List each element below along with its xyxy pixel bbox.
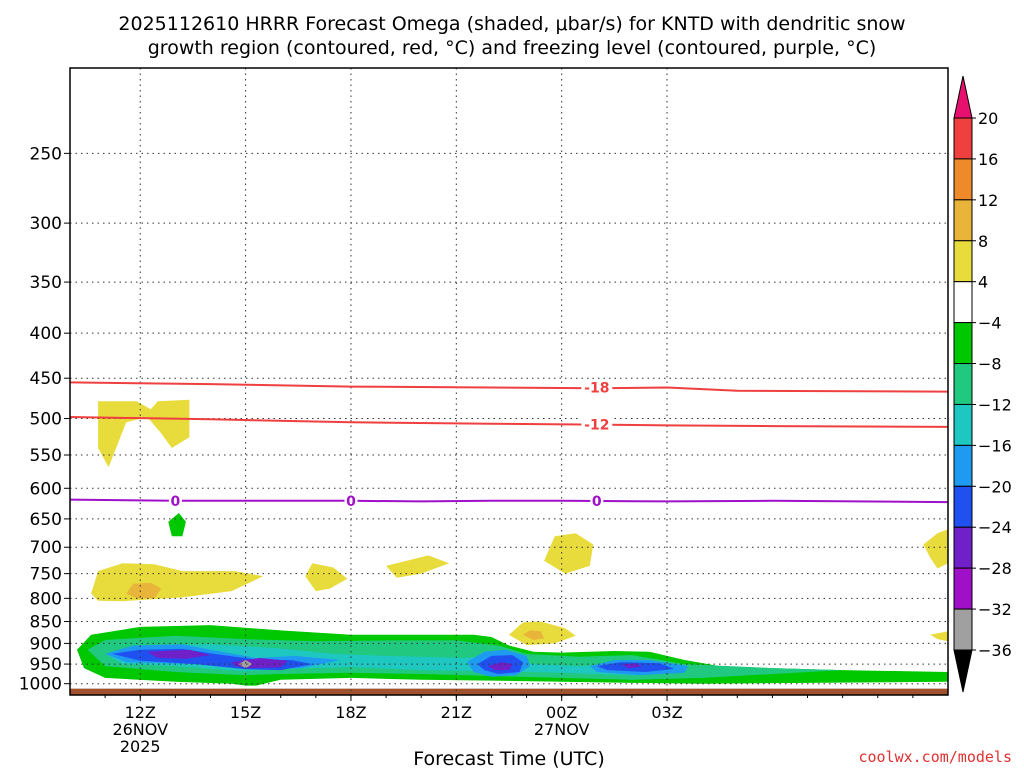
x-tick-label-18Z-0: 18Z bbox=[335, 703, 366, 722]
contour-label-3: 0 bbox=[346, 494, 356, 510]
colorbar-label-6: −8 bbox=[978, 355, 1002, 374]
colorbar-box-7 bbox=[953, 403, 973, 446]
omega-shading-layer bbox=[77, 399, 948, 686]
plot-frame bbox=[69, 67, 949, 696]
omega-region-6 bbox=[544, 533, 594, 574]
contour-label-bg-4 bbox=[590, 492, 604, 508]
colorbar-label-10: −24 bbox=[978, 518, 1012, 537]
colorbar-label-12: −32 bbox=[978, 600, 1012, 619]
colorbar-label-4: 4 bbox=[978, 273, 988, 292]
omega-region-20 bbox=[147, 649, 211, 659]
y-tick-label-900: 900 bbox=[30, 634, 62, 654]
x-tick-label-12Z-1: 26NOV bbox=[112, 720, 168, 739]
omega-region-5 bbox=[386, 555, 450, 578]
x-tick-label-12Z-0: 12Z bbox=[125, 703, 156, 722]
omega-region-3 bbox=[126, 582, 162, 599]
contour-label-2: 0 bbox=[170, 494, 180, 510]
contour-label-1: -12 bbox=[584, 418, 609, 434]
omega-region-1 bbox=[168, 513, 186, 537]
x-tick-label-21Z-0: 21Z bbox=[441, 703, 472, 722]
colorbar-label-11: −28 bbox=[978, 559, 1012, 578]
x-tick-label-03Z-0: 03Z bbox=[651, 703, 682, 722]
colorbar-label-2: 12 bbox=[978, 191, 998, 210]
colorbar-label-9: −20 bbox=[978, 477, 1012, 496]
x-tick-label-00Z-0: 00Z bbox=[546, 703, 577, 722]
x-tick-label-00Z-1: 27NOV bbox=[534, 720, 590, 739]
omega-region-4 bbox=[305, 563, 348, 592]
omega-region-8 bbox=[509, 621, 576, 646]
y-tick-label-600: 600 bbox=[30, 479, 62, 499]
dgz-minus12 bbox=[69, 416, 949, 428]
contour-layer: -18 -12 0 0 0 bbox=[69, 379, 949, 510]
colorbar-label-0: 20 bbox=[978, 109, 998, 128]
colorbar-box-10 bbox=[953, 526, 973, 569]
contour-label-bg-1 bbox=[581, 416, 613, 432]
colorbar-label-8: −16 bbox=[978, 436, 1012, 455]
y-tick-label-500: 500 bbox=[30, 410, 62, 430]
colorbar-box-2 bbox=[953, 199, 973, 242]
colorbar-label-5: −4 bbox=[978, 314, 1002, 333]
ground-layer bbox=[70, 688, 948, 695]
contour-label-4: 0 bbox=[592, 494, 602, 510]
y-tick-label-850: 850 bbox=[30, 613, 62, 633]
y-tick-label-550: 550 bbox=[30, 446, 62, 466]
contour-label-bg-3 bbox=[344, 492, 358, 508]
x-tick-label-15Z-0: 15Z bbox=[230, 703, 261, 722]
omega-region-22 bbox=[487, 662, 513, 671]
colorbar-label-3: 8 bbox=[978, 232, 988, 251]
y-tick-label-1000: 1000 bbox=[19, 675, 62, 695]
y-tick-label-650: 650 bbox=[30, 510, 62, 530]
y-tick-label-450: 450 bbox=[30, 369, 62, 389]
y-tick-label-400: 400 bbox=[30, 324, 62, 344]
omega-region-0 bbox=[98, 399, 190, 468]
omega-region-7 bbox=[923, 529, 948, 569]
colorbar-box-1 bbox=[953, 158, 973, 201]
colorbar-box-8 bbox=[953, 444, 973, 487]
contour-label-0: -18 bbox=[584, 380, 609, 396]
contour-label-bg-0 bbox=[581, 379, 613, 395]
colorbar-label-13: −36 bbox=[978, 641, 1012, 660]
colorbar-box-11 bbox=[953, 567, 973, 610]
freezing-level-0 bbox=[69, 498, 949, 504]
y-tick-label-750: 750 bbox=[30, 565, 62, 585]
colorbar-legend: 20 16 12 8 4 −4 −8 −12 −16 −20 −24 −28 −32 −36 bbox=[953, 75, 1012, 693]
omega-region-2 bbox=[91, 563, 264, 602]
grid-layer bbox=[70, 68, 948, 695]
y-tick-label-350: 350 bbox=[30, 273, 62, 293]
credit-text: coolwx.com/models bbox=[858, 748, 1012, 766]
colorbar-box-12 bbox=[953, 608, 973, 651]
ground-bar bbox=[70, 688, 948, 695]
chart-title-line1: 2025112610 HRRR Forecast Omega (shaded, … bbox=[118, 13, 905, 35]
colorbar-top-arrow bbox=[953, 75, 973, 119]
x-tick-label-12Z-2: 2025 bbox=[120, 737, 161, 756]
colorbar-box-9 bbox=[953, 485, 973, 528]
omega-region-9 bbox=[523, 630, 545, 640]
omega-region-10 bbox=[930, 631, 948, 642]
y-tick-label-700: 700 bbox=[30, 538, 62, 558]
y-axis: 2503003504004505005506006507007508008509… bbox=[19, 144, 70, 695]
chart-title-line2: growth region (contoured, red, °C) and f… bbox=[148, 37, 877, 59]
y-tick-label-300: 300 bbox=[30, 214, 62, 234]
colorbar-bottom-arrow bbox=[953, 649, 973, 693]
colorbar-box-5 bbox=[953, 322, 973, 365]
omega-region-24 bbox=[238, 660, 253, 669]
x-axis-label: Forecast Time (UTC) bbox=[413, 748, 604, 768]
colorbar-label-7: −12 bbox=[978, 395, 1012, 414]
colorbar-box-4 bbox=[953, 281, 973, 324]
y-tick-label-800: 800 bbox=[30, 589, 62, 609]
colorbar-box-0 bbox=[953, 117, 973, 160]
y-tick-label-950: 950 bbox=[30, 655, 62, 675]
colorbar-label-1: 16 bbox=[978, 150, 998, 169]
colorbar-box-6 bbox=[953, 363, 973, 405]
contour-label-bg-2 bbox=[168, 492, 182, 508]
y-tick-label-250: 250 bbox=[30, 144, 62, 164]
dgz-minus18 bbox=[69, 381, 949, 393]
colorbar-box-3 bbox=[953, 240, 973, 283]
